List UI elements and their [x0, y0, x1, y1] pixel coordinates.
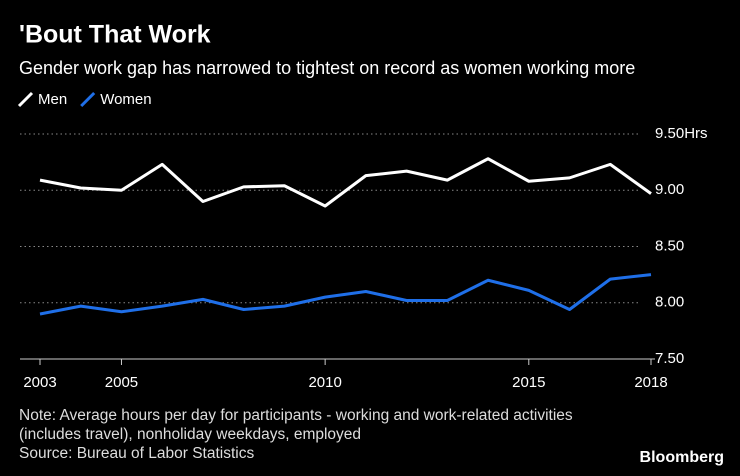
x-tick-label: 2005 — [105, 374, 138, 391]
y-tick-label: 9.00 — [655, 181, 684, 198]
series-line — [39, 157, 652, 208]
legend-label: Men — [38, 91, 67, 108]
notes: Note: Average hours per day for particip… — [19, 406, 609, 463]
legend-swatch — [80, 91, 96, 108]
x-tick-label: 2003 — [23, 374, 56, 391]
source: Source: Bureau of Labor Statistics — [19, 445, 255, 462]
x-tick-label: 2018 — [634, 374, 667, 391]
note: Note: Average hours per day for particip… — [19, 407, 573, 443]
x-tick-label: 2015 — [512, 374, 545, 391]
x-tick-label: 2010 — [308, 374, 341, 391]
legend-swatch — [17, 91, 34, 108]
y-tick-label: 7.50 — [655, 350, 684, 367]
y-tick-label: 8.50 — [655, 237, 684, 254]
brand: Bloomberg — [640, 449, 724, 466]
legend-label: Women — [100, 91, 151, 108]
y-tick-label: 8.00 — [655, 294, 684, 311]
chart-title: 'Bout That Work — [19, 21, 211, 49]
chart-subtitle: Gender work gap has narrowed to tightest… — [19, 58, 635, 78]
series-line — [39, 273, 652, 316]
y-tick-label: 9.50Hrs — [655, 125, 708, 142]
